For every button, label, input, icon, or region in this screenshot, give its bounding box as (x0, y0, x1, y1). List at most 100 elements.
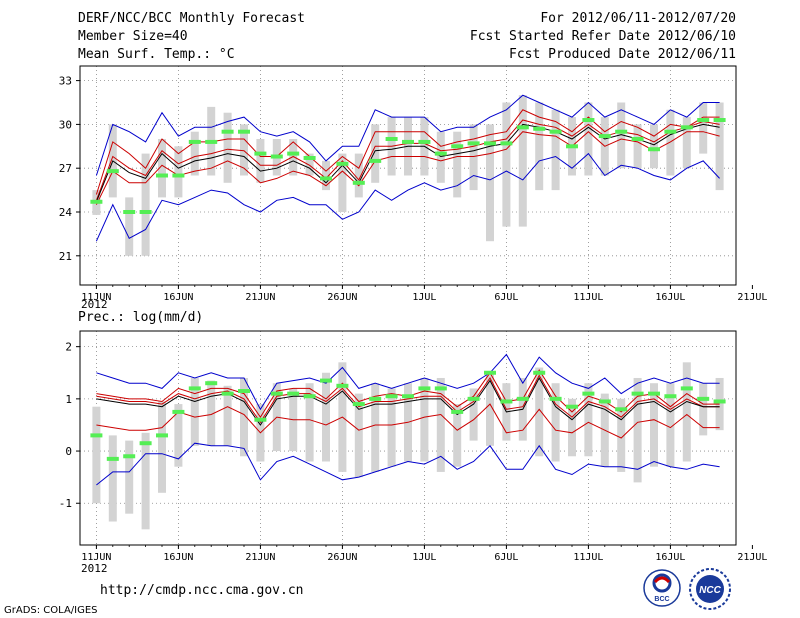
control-marker (123, 210, 136, 214)
x-tick-label: 6JUL (494, 292, 518, 303)
spread-bar (338, 153, 347, 212)
control-marker (90, 433, 103, 438)
control-marker (615, 407, 628, 412)
spread-bar (141, 153, 150, 256)
spread-bar (715, 102, 724, 191)
control-marker (254, 151, 267, 156)
panel2-title: Prec.: log(mm/d) (78, 310, 204, 325)
source-url[interactable]: http://cmdp.ncc.cma.gov.cn (100, 583, 304, 598)
spread-bar (305, 383, 314, 462)
control-marker (238, 129, 250, 134)
control-marker (484, 370, 496, 375)
spread-bar (387, 388, 396, 467)
control-marker (385, 394, 398, 399)
control-marker (352, 180, 365, 185)
spread-bar (486, 372, 494, 446)
control-marker (713, 118, 726, 123)
forecast-period: For 2012/06/11-2012/07/20 (540, 11, 736, 26)
control-marker (254, 417, 267, 422)
spread-bar (551, 383, 560, 462)
x-tick-label: 16JUN (163, 292, 193, 303)
x-tick-label: 26JUN (327, 292, 357, 303)
y-tick-label: 1 (65, 393, 72, 406)
spread-bar (371, 124, 380, 183)
spread-bar (682, 362, 691, 462)
spread-bar (633, 124, 642, 169)
x-tick-label: 11JUL (573, 552, 603, 563)
spread-bar (289, 139, 298, 176)
spread-bar (568, 398, 576, 457)
series-line (96, 374, 720, 424)
control-marker (352, 402, 365, 407)
bcc-logo-text: BCC (654, 596, 669, 603)
series-line (95, 152, 720, 242)
control-marker (533, 126, 546, 131)
spread-bar (371, 383, 380, 472)
year-label-bottom: 2012 (81, 562, 108, 575)
y-tick-label: 21 (59, 250, 72, 263)
control-marker (549, 129, 562, 134)
control-marker (188, 139, 201, 144)
control-marker (631, 391, 644, 396)
control-marker (221, 129, 234, 134)
variable-label: Mean Surf. Temp.: °C (78, 47, 235, 62)
x-tick-label: 1JUL (412, 292, 436, 303)
control-marker (221, 391, 234, 396)
control-marker (123, 454, 136, 459)
spread-bar (502, 102, 511, 227)
control-marker (172, 173, 185, 178)
x-tick-label: 11JUN (81, 552, 111, 563)
x-tick-label: 16JUN (163, 552, 193, 563)
control-marker (188, 386, 201, 391)
spread-bar (108, 435, 117, 522)
y-tick-label: 2 (65, 341, 72, 354)
control-marker (664, 394, 677, 399)
spread-bar (256, 139, 265, 183)
start-date: Fcst Started Refer Date 2012/06/10 (469, 29, 736, 44)
series-line (95, 123, 720, 202)
control-marker (451, 144, 464, 149)
control-marker (270, 391, 283, 396)
spread-bar (322, 160, 330, 191)
spread-bar (551, 109, 560, 191)
series-line (95, 131, 720, 205)
series-line (96, 376, 720, 426)
spread-bar (125, 440, 134, 514)
control-marker (139, 441, 152, 446)
spread-bar (174, 146, 183, 198)
spread-bar (699, 383, 708, 436)
spread-bar (354, 153, 363, 198)
spread-bar (141, 432, 150, 530)
control-marker (418, 386, 431, 391)
x-tick-label: 21JUN (245, 292, 275, 303)
spread-bar (617, 398, 626, 472)
spread-bar (535, 367, 544, 457)
spread-bar (486, 124, 494, 242)
x-tick-label: 11JUL (573, 292, 603, 303)
spread-bar (650, 124, 658, 169)
x-tick-label: 16JUL (655, 552, 685, 563)
y-tick-label: -1 (59, 497, 72, 510)
x-tick-label: 6JUL (494, 552, 518, 563)
y-tick-label: 0 (65, 445, 72, 458)
control-marker (336, 383, 349, 388)
control-marker (156, 173, 168, 178)
control-marker (385, 137, 398, 141)
control-marker (566, 144, 578, 149)
spread-bar (633, 377, 642, 483)
produced-date: Fcst Produced Date 2012/06/11 (509, 47, 736, 62)
y-tick-label: 30 (59, 118, 72, 131)
y-tick-label: 27 (59, 162, 72, 175)
control-marker (303, 155, 316, 160)
spread-bar (469, 388, 478, 441)
x-tick-label: 11JUN (81, 292, 111, 303)
control-marker (631, 137, 644, 141)
control-marker (500, 399, 513, 404)
control-marker (533, 370, 546, 375)
control-marker (156, 433, 168, 438)
spread-bar (158, 139, 166, 198)
control-marker (549, 396, 562, 401)
control-marker (402, 394, 414, 399)
control-marker (516, 125, 529, 130)
